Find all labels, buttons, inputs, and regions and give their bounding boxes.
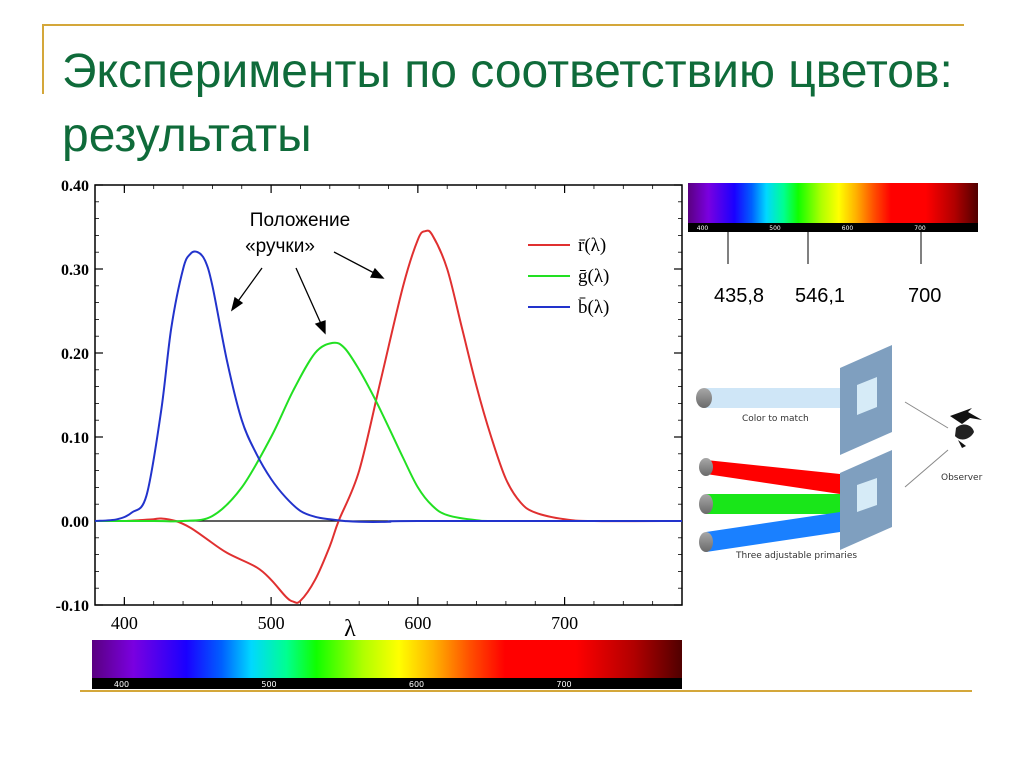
green-primary-beam [706, 494, 840, 514]
arrow-to-blue [235, 267, 263, 305]
blue-primary-source [699, 532, 713, 552]
primaries-label: Three adjustable primaries [735, 551, 857, 561]
match-source [696, 388, 712, 408]
spectrum-tick-label: 700 [556, 680, 571, 689]
experiment-diagram: Color to match Three adjustable primarie… [696, 345, 983, 561]
sight-line-top [904, 401, 949, 429]
x-tick-label: 500 [258, 613, 285, 633]
bottom-screen-window [857, 478, 877, 512]
legend-label-b: b̄(λ) [578, 297, 609, 318]
right-spectrum: 400 500 600 700 435,8 546,1 700 [688, 183, 978, 307]
spectrum-bar [92, 640, 682, 678]
spectrum-small-tick-label: 400 [697, 225, 709, 232]
curves [94, 229, 683, 604]
bottom-rule [80, 690, 972, 692]
top-rule [42, 24, 964, 26]
green-primary-source [699, 494, 713, 514]
spectrum-tick-label: 600 [409, 680, 424, 689]
arrow-head-red [369, 267, 385, 279]
arrow-head-green [314, 320, 326, 335]
x-tick-label: 600 [404, 613, 431, 633]
spectrum-scale-small [688, 223, 978, 232]
spectrum-tick-label: 500 [261, 680, 276, 689]
annotation-knob-line2: «ручки» [245, 236, 315, 257]
primary-label-2: 546,1 [795, 285, 845, 307]
x-axis: 400 500 600 700 [94, 185, 683, 633]
y-tick-label: 0.00 [61, 514, 89, 531]
red-primary-source [699, 458, 713, 476]
y-tick-label: 0.10 [61, 430, 89, 447]
x-tick-label: 700 [551, 613, 578, 633]
observer-label: Observer [941, 473, 983, 483]
primary-label-1: 435,8 [714, 285, 764, 307]
sight-line-bottom [904, 449, 949, 488]
top-screen-window [857, 377, 877, 415]
spectrum-tick-label: 400 [114, 680, 129, 689]
y-tick-label: 0.40 [61, 178, 89, 195]
annotation-knob-line1: Положение [250, 210, 350, 231]
y-tick-label: 0.30 [61, 262, 89, 279]
y-tick-label: -0.10 [56, 598, 89, 615]
primary-label-3: 700 [908, 285, 941, 307]
blue-primary-beam [706, 512, 840, 552]
arrow-to-green [295, 267, 323, 327]
x-axis-label: λ [344, 616, 356, 642]
left-rule [42, 24, 44, 94]
legend-label-r: r̄(λ) [578, 235, 606, 256]
annotation-arrows [230, 251, 385, 335]
spectrum-scale [92, 678, 682, 689]
legend-label-g: ḡ(λ) [578, 266, 609, 287]
red-primary-beam [706, 460, 840, 494]
observer-eye-icon [950, 408, 982, 448]
spectrum-bar-small [688, 183, 978, 223]
match-beam [704, 388, 840, 408]
spectrum-small-tick-label: 700 [914, 225, 926, 232]
color-to-match-label: Color to match [742, 414, 809, 424]
arrow-to-red [333, 251, 377, 275]
slide-title: Эксперименты по соответствию цветов: рез… [62, 45, 953, 162]
spectrum-small-tick-label: 600 [842, 225, 854, 232]
x-tick-label: 400 [111, 613, 138, 633]
spectrum-small-tick-label: 500 [769, 225, 781, 232]
bottom-spectrum: 400 500 600 700 [92, 640, 682, 689]
legend: r̄(λ) ḡ(λ) b̄(λ) [528, 235, 609, 318]
y-tick-label: 0.20 [61, 346, 89, 363]
arrow-head-blue [230, 296, 244, 312]
series-line-b [94, 250, 683, 523]
series-line-g [94, 341, 683, 523]
series-line-r [94, 229, 683, 604]
